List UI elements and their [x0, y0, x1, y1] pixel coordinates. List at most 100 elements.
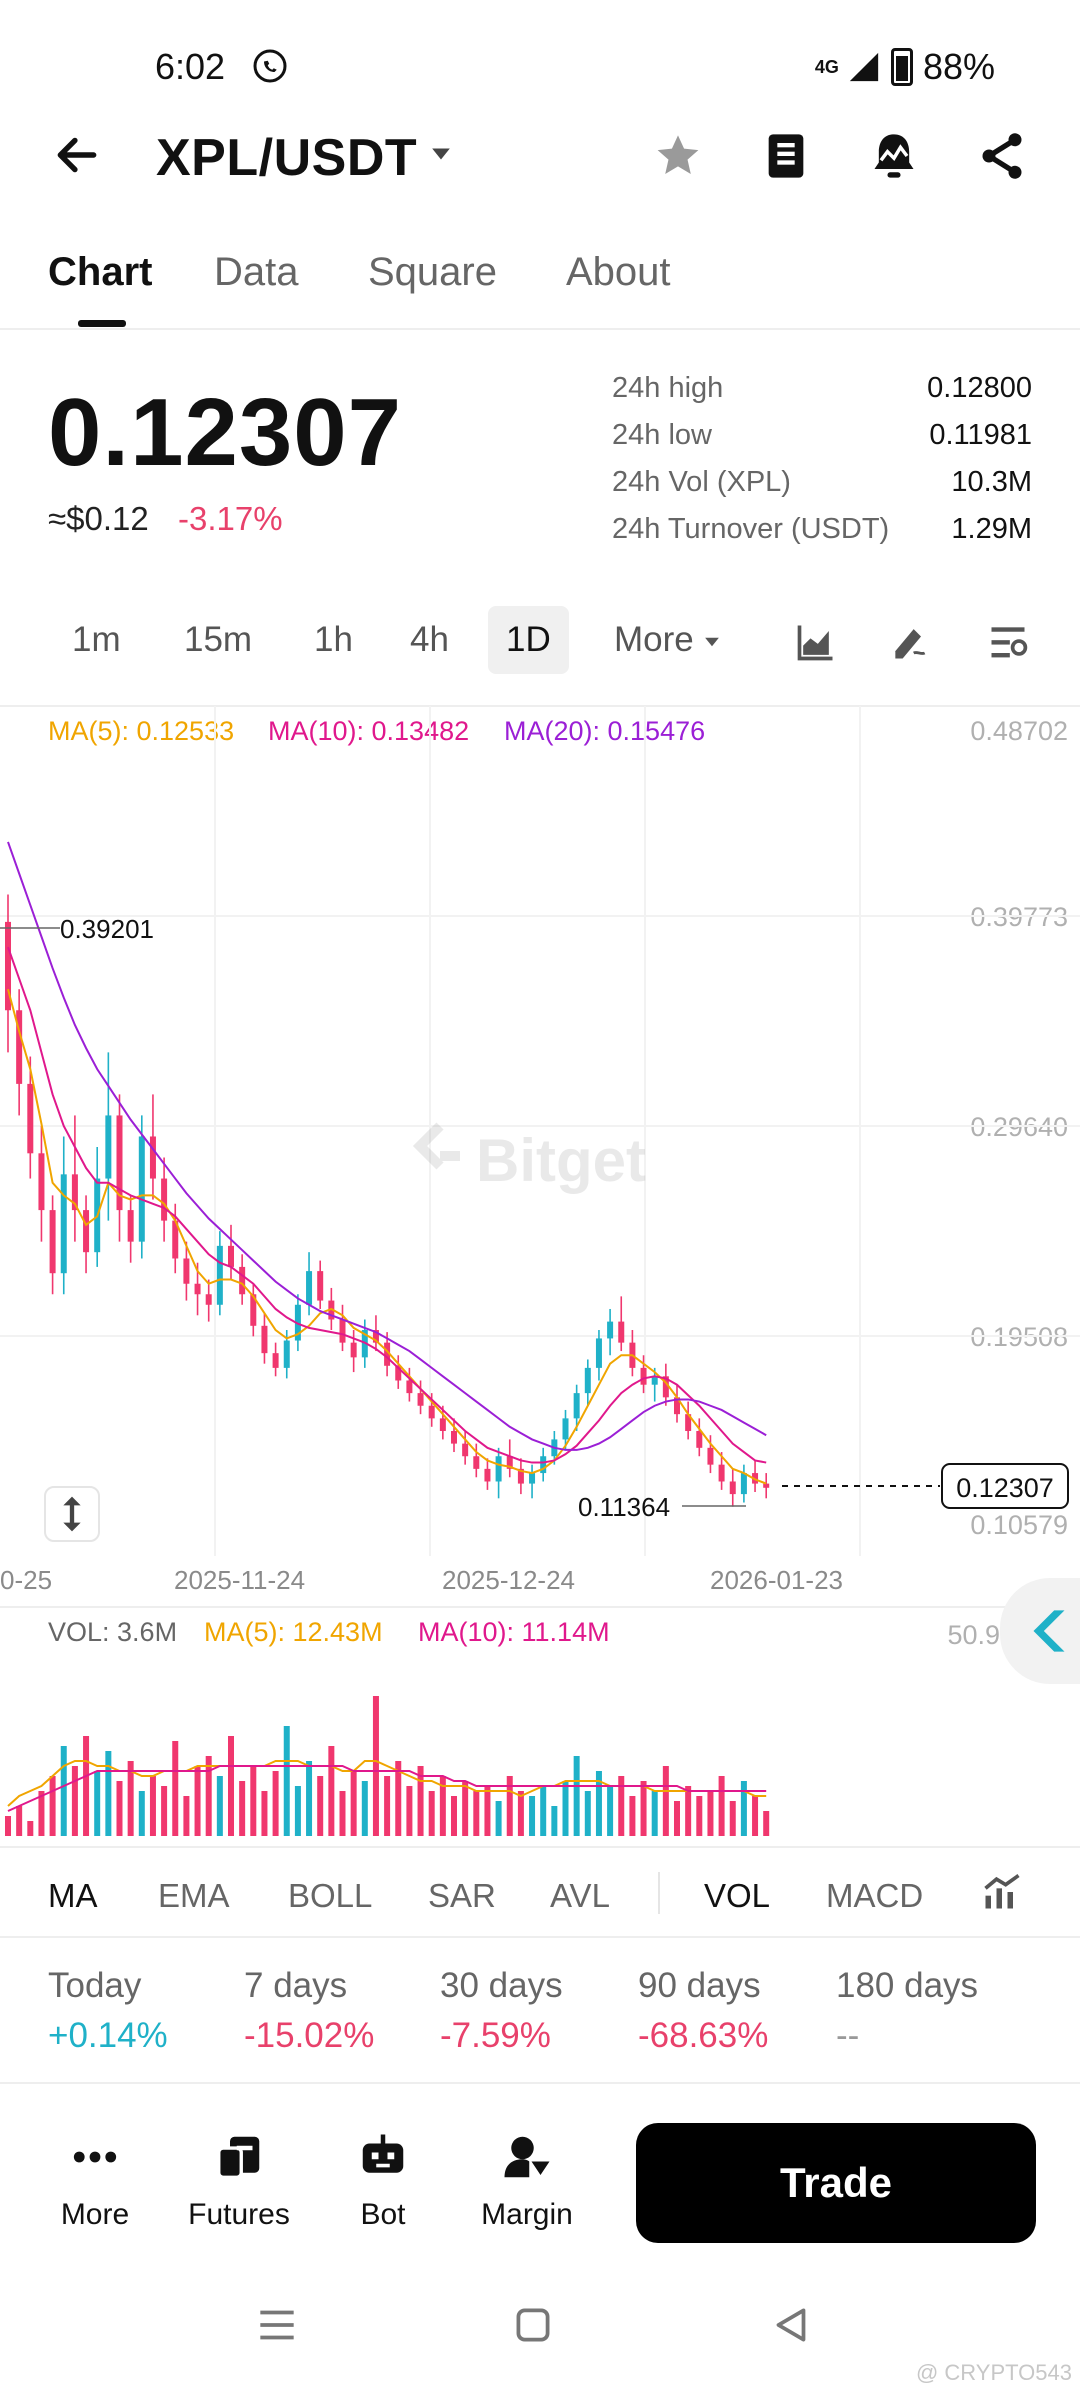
indicator-boll[interactable]: BOLL: [288, 1877, 373, 1914]
volume-bar: [172, 1741, 179, 1836]
volume-bar: [60, 1746, 67, 1836]
candle: [183, 1241, 190, 1301]
timeframe-1h[interactable]: 1h: [314, 620, 353, 659]
tab-square[interactable]: Square: [368, 250, 497, 294]
nav-bot[interactable]: Bot: [318, 2130, 448, 2232]
chart-type-icon[interactable]: [794, 620, 838, 664]
volume-bar: [372, 1696, 379, 1836]
candle: [38, 1125, 45, 1242]
performance-divider-top: [0, 1936, 1080, 1938]
timeframe-1m[interactable]: 1m: [72, 620, 121, 659]
vol-ma10-legend: MA(10): 11.14M: [418, 1617, 610, 1647]
home-icon[interactable]: [508, 2300, 558, 2350]
tab-data[interactable]: Data: [214, 250, 299, 294]
candle-body: [27, 1083, 34, 1154]
timeframe-4h[interactable]: 4h: [410, 620, 449, 659]
margin-icon: [504, 2136, 550, 2178]
period-180d-value: --: [836, 2016, 860, 2055]
volume-bar: [584, 1791, 591, 1836]
period-7d-value: -15.02%: [244, 2016, 375, 2055]
volume-bar: [640, 1781, 647, 1836]
candle-body: [484, 1468, 491, 1482]
price-change: -3.17%: [178, 500, 283, 537]
timeframe-more[interactable]: More: [614, 620, 721, 660]
floating-assistant-button[interactable]: [1000, 1578, 1080, 1684]
candle-body: [127, 1210, 134, 1242]
stat-24h-low-value: 0.11981: [929, 419, 1032, 451]
timeframe-1d[interactable]: 1D: [488, 606, 569, 674]
candle: [239, 1254, 246, 1305]
volume-bar: [350, 1771, 357, 1836]
candle-body: [250, 1294, 257, 1326]
draw-tool-icon[interactable]: [888, 620, 932, 664]
candle: [451, 1418, 457, 1453]
candle-body: [172, 1220, 179, 1259]
candle: [406, 1367, 413, 1402]
share-icon[interactable]: [976, 130, 1028, 182]
ma20-line: [7, 841, 767, 1451]
star-icon[interactable]: [652, 130, 704, 182]
trade-button[interactable]: Trade: [636, 2123, 1036, 2243]
volume-chart[interactable]: [0, 1660, 1080, 1840]
volume-bar: [484, 1786, 491, 1836]
indicator-avl[interactable]: AVL: [550, 1877, 610, 1914]
nav-more[interactable]: More: [30, 2130, 160, 2232]
volume-bar: [506, 1776, 513, 1836]
indicator-settings-icon[interactable]: [986, 620, 1030, 664]
back-triangle-icon[interactable]: [766, 2300, 816, 2350]
battery-icon: [890, 48, 913, 86]
chart-resize-handle[interactable]: [44, 1486, 100, 1542]
volume-bar: [339, 1791, 346, 1836]
menu-icon[interactable]: [252, 2300, 302, 2350]
candle-body: [662, 1376, 669, 1398]
volume-bar: [662, 1766, 669, 1836]
back-arrow-icon[interactable]: [52, 130, 102, 180]
candle: [473, 1443, 480, 1478]
indicator-ema[interactable]: EMA: [158, 1877, 230, 1914]
candle-body: [707, 1447, 714, 1465]
candle-body: [517, 1468, 524, 1484]
volume-bar: [105, 1751, 112, 1836]
alert-bell-icon[interactable]: [868, 130, 920, 182]
candle-body: [674, 1397, 680, 1415]
timeframe-15m[interactable]: 15m: [184, 620, 253, 659]
book-icon[interactable]: [760, 130, 812, 182]
tab-about[interactable]: About: [566, 250, 671, 294]
volume-bar: [294, 1786, 301, 1836]
candle-body: [439, 1418, 446, 1431]
volume-bar: [317, 1776, 324, 1836]
volume-bar: [674, 1801, 680, 1836]
tab-chart[interactable]: Chart: [48, 250, 153, 294]
candle-body: [540, 1456, 547, 1474]
volume-bar: [551, 1806, 558, 1836]
status-time: 6:02: [155, 46, 226, 87]
nav-futures[interactable]: Futures: [174, 2130, 304, 2232]
indicator-ma[interactable]: MA: [48, 1877, 98, 1914]
nav-margin[interactable]: Margin: [462, 2130, 592, 2232]
indicator-chart-icon[interactable]: [980, 1870, 1024, 1914]
candle: [261, 1313, 268, 1364]
active-tab-indicator: [78, 320, 126, 327]
period-today-label: Today: [48, 1966, 142, 2005]
indicator-sar[interactable]: SAR: [428, 1877, 496, 1914]
indicator-vol[interactable]: VOL: [704, 1877, 771, 1914]
volume-bar: [763, 1811, 770, 1836]
candle: [506, 1439, 513, 1478]
stat-24h-turnover-label: 24h Turnover (USDT): [612, 513, 890, 545]
price-axis-label: 0.10579: [970, 1510, 1068, 1540]
pair-title[interactable]: XPL/USDT: [156, 129, 418, 187]
more-dots-icon: [73, 2151, 117, 2163]
candlestick-chart[interactable]: Bitget 0.39201 0.11364 0.12307: [0, 706, 1080, 1556]
candle-body: [406, 1380, 413, 1394]
caret-down-icon[interactable]: [430, 146, 452, 162]
volume-bar: [306, 1761, 313, 1836]
candle: [116, 1094, 123, 1242]
candle-body: [350, 1342, 357, 1358]
stat-24h-turnover-value: 1.29M: [951, 513, 1032, 545]
last-price-tag: 0.12307: [956, 1473, 1054, 1503]
candle: [651, 1367, 658, 1402]
indicator-macd[interactable]: MACD: [826, 1877, 924, 1914]
candle: [685, 1401, 692, 1440]
volume-bar: [27, 1821, 34, 1836]
candle-body: [607, 1321, 614, 1339]
